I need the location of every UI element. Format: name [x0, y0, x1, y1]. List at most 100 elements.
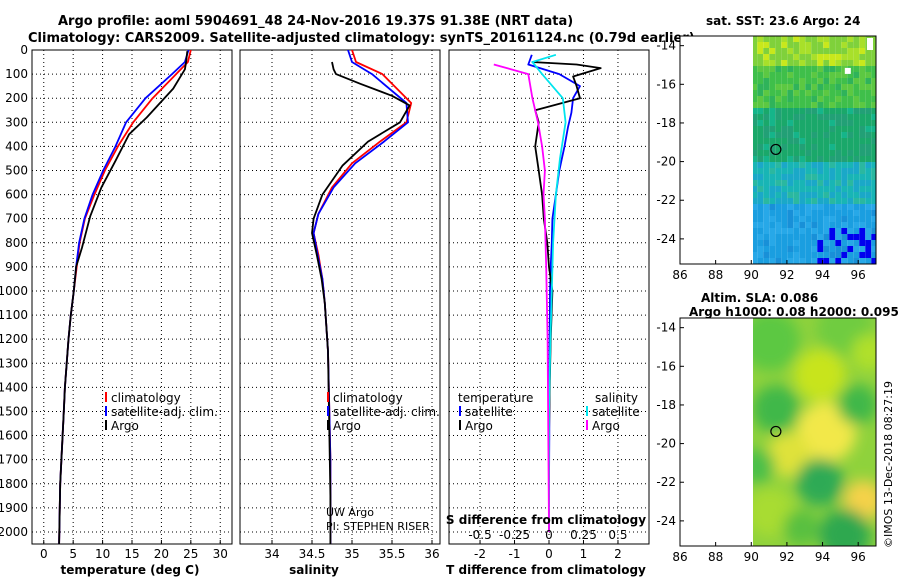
sst-cell — [799, 36, 806, 42]
sst-cell — [799, 222, 806, 228]
sst-cell — [823, 204, 830, 210]
y-tick-label: 900 — [5, 260, 28, 274]
sst-cell — [847, 150, 854, 156]
sst-map-frame — [679, 35, 877, 265]
sst-cell — [763, 48, 770, 54]
sst-cell — [829, 168, 836, 174]
x-tick-label: 92 — [779, 550, 794, 564]
sst-cell — [835, 222, 842, 228]
sst-cell — [805, 198, 812, 204]
sst-cell — [829, 162, 836, 168]
sst-cell — [871, 102, 876, 108]
sst-cell — [853, 252, 860, 258]
y-tick-label: 1400 — [0, 380, 28, 394]
sst-cell — [763, 96, 770, 102]
sst-cell — [841, 132, 848, 138]
sst-cell — [823, 198, 830, 204]
sst-cell — [853, 216, 860, 222]
sst-cell — [871, 210, 876, 216]
sst-cell — [805, 72, 812, 78]
sst-cell — [829, 138, 836, 144]
y-tick-label: 1100 — [0, 308, 28, 322]
sst-cell — [817, 102, 824, 108]
sst-cell — [757, 234, 764, 240]
sst-cell — [835, 234, 842, 240]
sst-cell — [859, 186, 866, 192]
sst-cell — [781, 102, 788, 108]
sst-cell — [757, 222, 764, 228]
sst-cell — [859, 60, 866, 66]
sst-cell — [811, 90, 818, 96]
sst-cell — [853, 54, 860, 60]
sst-cell — [871, 42, 876, 48]
sst-cell — [811, 48, 818, 54]
sst-cell — [835, 246, 842, 252]
sst-cell — [757, 90, 764, 96]
sst-cell — [799, 210, 806, 216]
sst-cell — [823, 66, 830, 72]
sst-cell — [769, 210, 776, 216]
salinity-panel: 34 34.5 35 35.5 36 salinity climatologysatelli… — [239, 49, 441, 577]
sst-cell — [775, 234, 782, 240]
sst-cell — [847, 132, 854, 138]
sst-cell — [847, 228, 854, 234]
sst-cell — [859, 258, 866, 264]
sst-cell — [775, 240, 782, 246]
sst-cell — [763, 192, 770, 198]
sst-cell — [805, 192, 812, 198]
sst-cell — [847, 240, 854, 246]
sst-cell — [805, 180, 812, 186]
s-diff-tick-label: -0.25 — [499, 528, 530, 542]
sst-cell — [835, 66, 842, 72]
sst-cell — [753, 84, 758, 90]
sst-cell — [841, 216, 848, 222]
sst-cell — [829, 240, 836, 246]
y-tick-label: 100 — [5, 67, 28, 81]
sst-cell — [763, 234, 770, 240]
sst-cell — [859, 240, 866, 246]
sst-cell — [753, 36, 758, 42]
sst-cell — [853, 90, 860, 96]
sst-cell — [817, 156, 824, 162]
sst-cell — [769, 114, 776, 120]
sst-cell — [793, 54, 800, 60]
sst-cell — [793, 90, 800, 96]
sst-cell — [793, 156, 800, 162]
sst-cell — [769, 78, 776, 84]
sst-cell — [841, 84, 848, 90]
sst-cell — [805, 144, 812, 150]
sst-cell — [871, 186, 876, 192]
sst-cell — [757, 144, 764, 150]
sst-cell — [823, 180, 830, 186]
sst-cell — [847, 156, 854, 162]
sst-cell — [775, 84, 782, 90]
sst-cell — [835, 156, 842, 162]
sst-cell — [769, 174, 776, 180]
sst-cell — [793, 84, 800, 90]
sst-cell — [793, 246, 800, 252]
x-tick-label: 2 — [614, 547, 622, 561]
sst-cell — [847, 216, 854, 222]
sst-cell — [859, 150, 866, 156]
sst-cell — [787, 174, 794, 180]
sst-cell — [805, 246, 812, 252]
sst-cell — [763, 246, 770, 252]
sst-cell — [865, 258, 872, 264]
sst-cell — [769, 42, 776, 48]
sst-cell — [841, 108, 848, 114]
sst-cell — [799, 114, 806, 120]
sst-cell — [769, 180, 776, 186]
sst-cell — [829, 192, 836, 198]
sst-cell — [793, 180, 800, 186]
sst-cell — [817, 132, 824, 138]
sst-cell — [775, 186, 782, 192]
sst-cell — [769, 132, 776, 138]
sst-cell — [781, 54, 788, 60]
sst-cell — [841, 180, 848, 186]
x-tick-label: 0 — [40, 547, 48, 561]
sst-cell — [823, 174, 830, 180]
sst-cell — [811, 36, 818, 42]
sst-cell — [823, 60, 830, 66]
sst-cell — [829, 246, 836, 252]
sst-cell — [865, 192, 872, 198]
